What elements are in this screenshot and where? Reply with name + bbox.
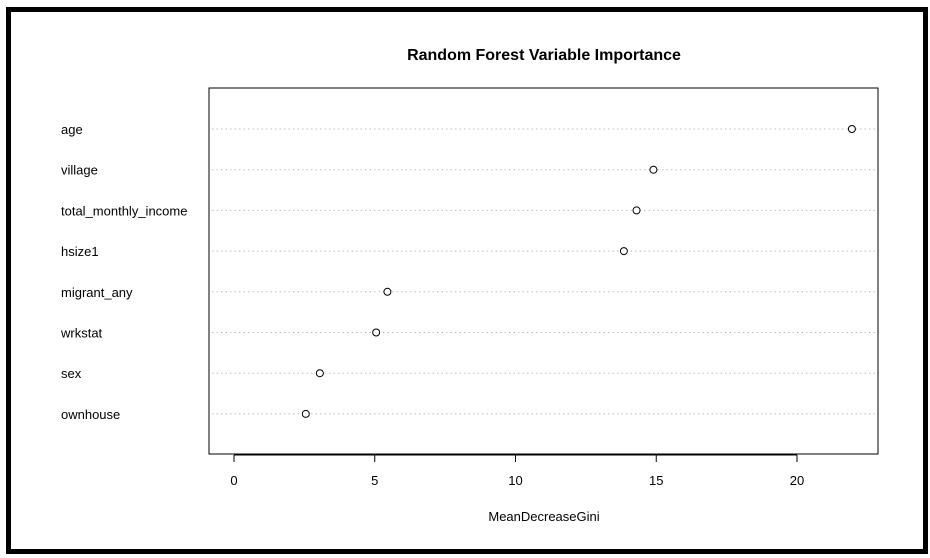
x-axis: 0 5 10 15 20 [230,454,804,488]
x-axis-label: MeanDecreaseGini [488,509,599,524]
variable-label-village: village [61,163,98,178]
variable-label-ownhouse: ownhouse [61,407,120,422]
chart-frame [6,7,928,554]
variable-label-migrant_any: migrant_any [61,285,133,300]
point-migrant_any [383,287,392,296]
variable-label-hsize1: hsize1 [61,244,99,259]
variable-label-sex: sex [61,366,82,381]
point-hsize1 [619,247,628,256]
x-tick-label-20: 20 [790,473,804,488]
x-tick-label-0: 0 [230,473,237,488]
variable-label-age: age [61,122,83,137]
plot-box [208,87,879,455]
x-tick-label-10: 10 [508,473,522,488]
point-ownhouse [301,409,310,418]
point-total_monthly_income [632,206,641,215]
variable-label-total_monthly_income: total_monthly_income [61,203,187,218]
point-age [847,125,856,133]
x-tick-label-5: 5 [371,473,378,488]
point-sex [315,369,324,378]
variable-rows: age village total_monthly_income hsize1 migr… [60,122,875,422]
variable-label-wrkstat: wrkstat [60,326,103,341]
point-wrkstat [372,328,381,337]
x-tick-label-15: 15 [649,473,663,488]
chart-title: Random Forest Variable Importance [407,47,681,64]
point-village [649,165,658,174]
